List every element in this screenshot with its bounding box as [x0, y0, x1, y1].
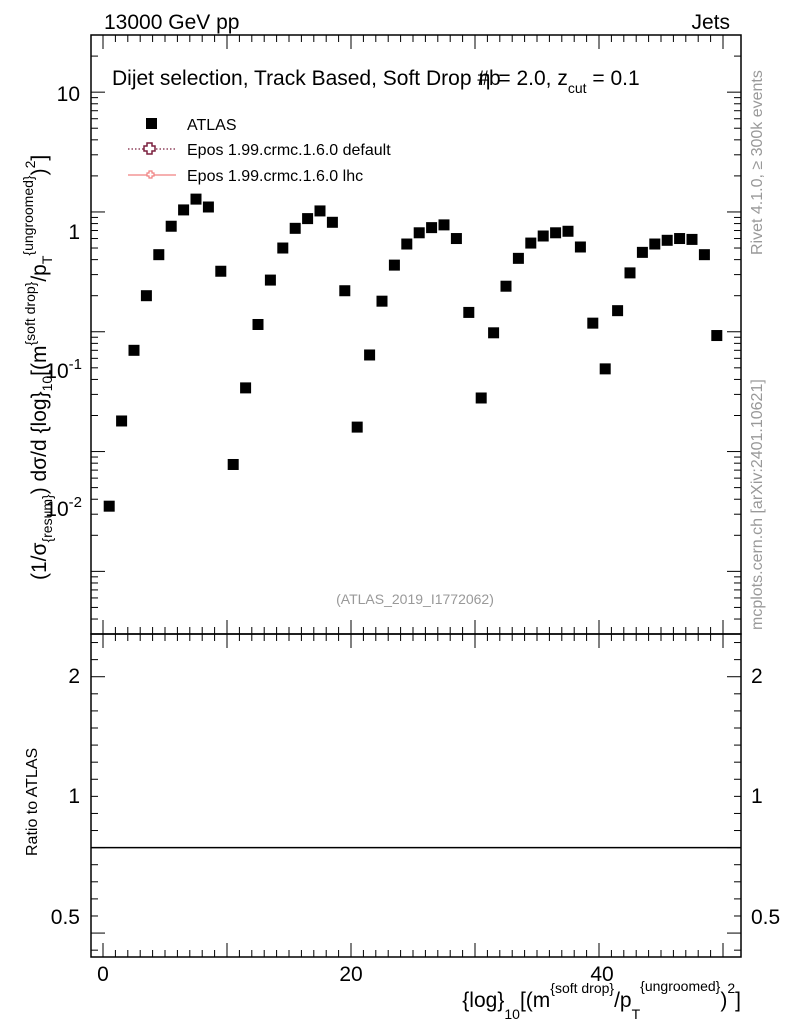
atlas-data-point	[599, 363, 611, 375]
legend-marker-epos-default	[143, 142, 156, 155]
atlas-data-series	[103, 193, 723, 512]
atlas-data-point	[488, 327, 500, 339]
atlas-data-point	[550, 227, 562, 239]
x-tick-label-20: 20	[339, 963, 362, 986]
ratio-tick-label-2-right: 2	[751, 665, 763, 688]
atlas-data-point	[190, 193, 202, 205]
y-tick-label-10: 10	[57, 83, 80, 106]
atlas-data-point	[178, 204, 190, 216]
atlas-data-point	[438, 219, 450, 231]
atlas-data-point	[339, 285, 351, 297]
atlas-data-point	[661, 234, 673, 246]
atlas-data-point	[376, 295, 388, 307]
atlas-data-point	[215, 265, 227, 277]
atlas-data-point	[711, 330, 723, 342]
atlas-data-point	[240, 382, 252, 394]
atlas-data-point	[413, 227, 425, 239]
legend-label-epos-default: Epos 1.99.crmc.1.6.0 default	[187, 142, 391, 159]
analysis-label: (ATLAS_2019_I1772062)	[336, 591, 494, 607]
atlas-data-point	[562, 225, 574, 237]
legend-marker-epos-lhc	[146, 170, 155, 179]
chart-title: Dijet selection, Track Based, Soft Drop …	[112, 67, 640, 96]
ratio-tick-label-2-left: 2	[68, 665, 80, 688]
x-tick-label-0: 0	[97, 963, 109, 986]
atlas-data-point	[116, 415, 128, 427]
y-tick-label-1e-2: 10-2	[45, 494, 82, 521]
y-axis-label: (1/σ{resum}) dσ/d {log}10[(m{soft drop}/…	[20, 155, 55, 580]
mcplots-label: mcplots.cern.ch [arXiv:2401.10621]	[749, 379, 766, 630]
atlas-data-point	[587, 317, 599, 329]
atlas-data-point	[500, 280, 512, 292]
ratio-tick-label-05-left: 0.5	[51, 906, 80, 929]
y-tick-label-1: 1	[68, 221, 80, 244]
x-axis-label: {log}10[(m{soft drop}/pT{ungroomed})2]	[462, 978, 741, 1022]
atlas-data-point	[252, 318, 264, 330]
legend-label-atlas: ATLAS	[187, 117, 237, 134]
atlas-data-point	[264, 274, 276, 286]
atlas-data-point	[475, 392, 487, 404]
ratio-plot-frame	[90, 633, 742, 958]
header-left: 13000 GeV pp	[104, 11, 239, 34]
atlas-data-point	[103, 500, 115, 512]
y-tick-label-1e-1: 10-1	[45, 356, 82, 383]
atlas-data-point	[326, 216, 338, 228]
ratio-tick-label-1-right: 1	[751, 785, 763, 808]
atlas-data-point	[153, 249, 165, 261]
atlas-data-point	[302, 213, 314, 225]
legend-marker-atlas	[146, 118, 157, 129]
x-tick-label-40: 40	[590, 963, 613, 986]
header-right: Jets	[691, 11, 730, 34]
atlas-data-point	[388, 259, 400, 271]
atlas-data-point	[674, 233, 686, 245]
atlas-data-point	[165, 220, 177, 232]
atlas-data-point	[426, 222, 438, 234]
atlas-data-point	[574, 241, 586, 253]
atlas-data-point	[351, 421, 363, 433]
atlas-data-point	[624, 267, 636, 279]
atlas-data-point	[537, 230, 549, 242]
ratio-axis-ticks	[91, 642, 741, 951]
atlas-data-point	[202, 201, 214, 213]
atlas-data-point	[277, 242, 289, 254]
legend: ATLAS Epos 1.99.crmc.1.6.0 default Epos …	[128, 117, 391, 185]
atlas-data-point	[698, 249, 710, 261]
atlas-data-point	[401, 238, 413, 250]
legend-label-epos-lhc: Epos 1.99.crmc.1.6.0 lhc	[187, 168, 363, 185]
atlas-data-point	[140, 290, 152, 302]
atlas-data-point	[450, 233, 462, 245]
atlas-data-point	[463, 306, 475, 318]
atlas-data-point	[512, 252, 524, 264]
atlas-data-point	[612, 305, 624, 317]
atlas-data-point	[227, 458, 239, 470]
atlas-data-point	[128, 344, 140, 356]
atlas-data-point	[636, 246, 648, 258]
ratio-axis-label: Ratio to ATLAS	[24, 748, 41, 856]
atlas-data-point	[314, 205, 326, 217]
atlas-data-point	[364, 349, 376, 361]
rivet-label: Rivet 4.1.0, ≥ 300k events	[749, 70, 766, 255]
ratio-tick-label-1-left: 1	[68, 785, 80, 808]
atlas-data-point	[649, 238, 661, 250]
ratio-tick-label-05-right: 0.5	[751, 906, 780, 929]
atlas-data-point	[686, 233, 698, 245]
x-axis-ticks	[102, 35, 724, 957]
y-axis-ticks	[91, 34, 741, 635]
atlas-data-point	[525, 237, 537, 249]
atlas-data-point	[289, 222, 301, 234]
